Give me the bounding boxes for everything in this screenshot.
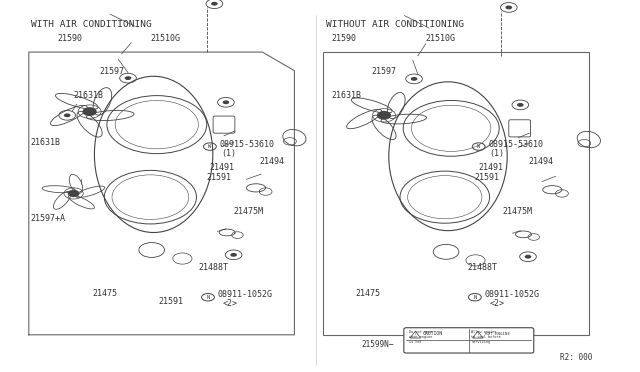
Text: 21488T: 21488T (198, 263, 228, 272)
Circle shape (506, 6, 512, 9)
Text: !: ! (415, 333, 416, 337)
Text: 21488T: 21488T (467, 263, 497, 272)
Text: WITH AIR CONDITIONING: WITH AIR CONDITIONING (31, 20, 152, 29)
Text: !: ! (477, 333, 479, 337)
Text: (1): (1) (490, 149, 504, 158)
Circle shape (64, 113, 70, 117)
Circle shape (83, 108, 96, 115)
FancyBboxPatch shape (404, 328, 534, 353)
Text: 21494: 21494 (259, 157, 284, 166)
Circle shape (125, 76, 131, 80)
Text: HOT ENGINE: HOT ENGINE (486, 332, 511, 336)
Text: 21491: 21491 (209, 163, 234, 172)
Text: 08915-53610: 08915-53610 (488, 140, 543, 149)
Text: 08911-1052G: 08911-1052G (218, 291, 273, 299)
Circle shape (525, 255, 531, 259)
Text: 08915-53610: 08915-53610 (220, 140, 275, 149)
Polygon shape (473, 331, 483, 338)
Text: 21494: 21494 (528, 157, 553, 166)
Text: CAUTION: CAUTION (423, 331, 443, 336)
Text: N: N (474, 295, 476, 300)
Text: 21597: 21597 (99, 67, 124, 76)
Text: 21510G: 21510G (426, 34, 456, 43)
Text: 08911-1052G: 08911-1052G (484, 291, 540, 299)
Text: W: W (477, 144, 480, 149)
Text: 21599N—: 21599N— (362, 340, 394, 349)
Text: 21591: 21591 (475, 173, 500, 182)
Text: (1): (1) (221, 149, 236, 158)
Text: W: W (209, 144, 211, 149)
Text: WITHOUT AIR CONDITIONING: WITHOUT AIR CONDITIONING (326, 20, 465, 29)
Bar (317, 0, 640, 372)
Text: 21590: 21590 (332, 34, 356, 43)
Text: 21590: 21590 (58, 34, 83, 43)
Text: <2>: <2> (490, 299, 504, 308)
Text: 21491: 21491 (479, 163, 504, 172)
Polygon shape (410, 331, 420, 338)
Circle shape (230, 253, 237, 257)
Circle shape (411, 77, 417, 81)
Text: Do not open
when engine
is hot: Do not open when engine is hot (409, 330, 433, 344)
Text: N: N (207, 295, 209, 300)
Text: 21631B: 21631B (31, 138, 61, 147)
Circle shape (378, 112, 390, 119)
Text: 21475M: 21475M (234, 207, 264, 216)
Text: 21597: 21597 (371, 67, 396, 76)
Bar (323, 52, 589, 335)
Circle shape (517, 103, 524, 107)
Text: R2: 000: R2: 000 (560, 353, 593, 362)
Circle shape (223, 100, 229, 104)
Text: 21591: 21591 (159, 297, 184, 306)
Text: 21631B: 21631B (74, 92, 104, 100)
Text: <2>: <2> (223, 299, 237, 308)
Text: 21510G: 21510G (150, 34, 180, 43)
Circle shape (211, 2, 218, 6)
Text: Allow engine
to cool before
servicing: Allow engine to cool before servicing (471, 330, 501, 344)
Text: 21475M: 21475M (502, 207, 532, 216)
Text: 21475: 21475 (93, 289, 118, 298)
Text: 21597+A: 21597+A (31, 214, 66, 223)
Text: 21591: 21591 (206, 173, 231, 182)
Bar (0, 0, 317, 372)
Text: 21631B: 21631B (332, 92, 362, 100)
Text: 21475: 21475 (355, 289, 380, 298)
Circle shape (68, 190, 79, 196)
